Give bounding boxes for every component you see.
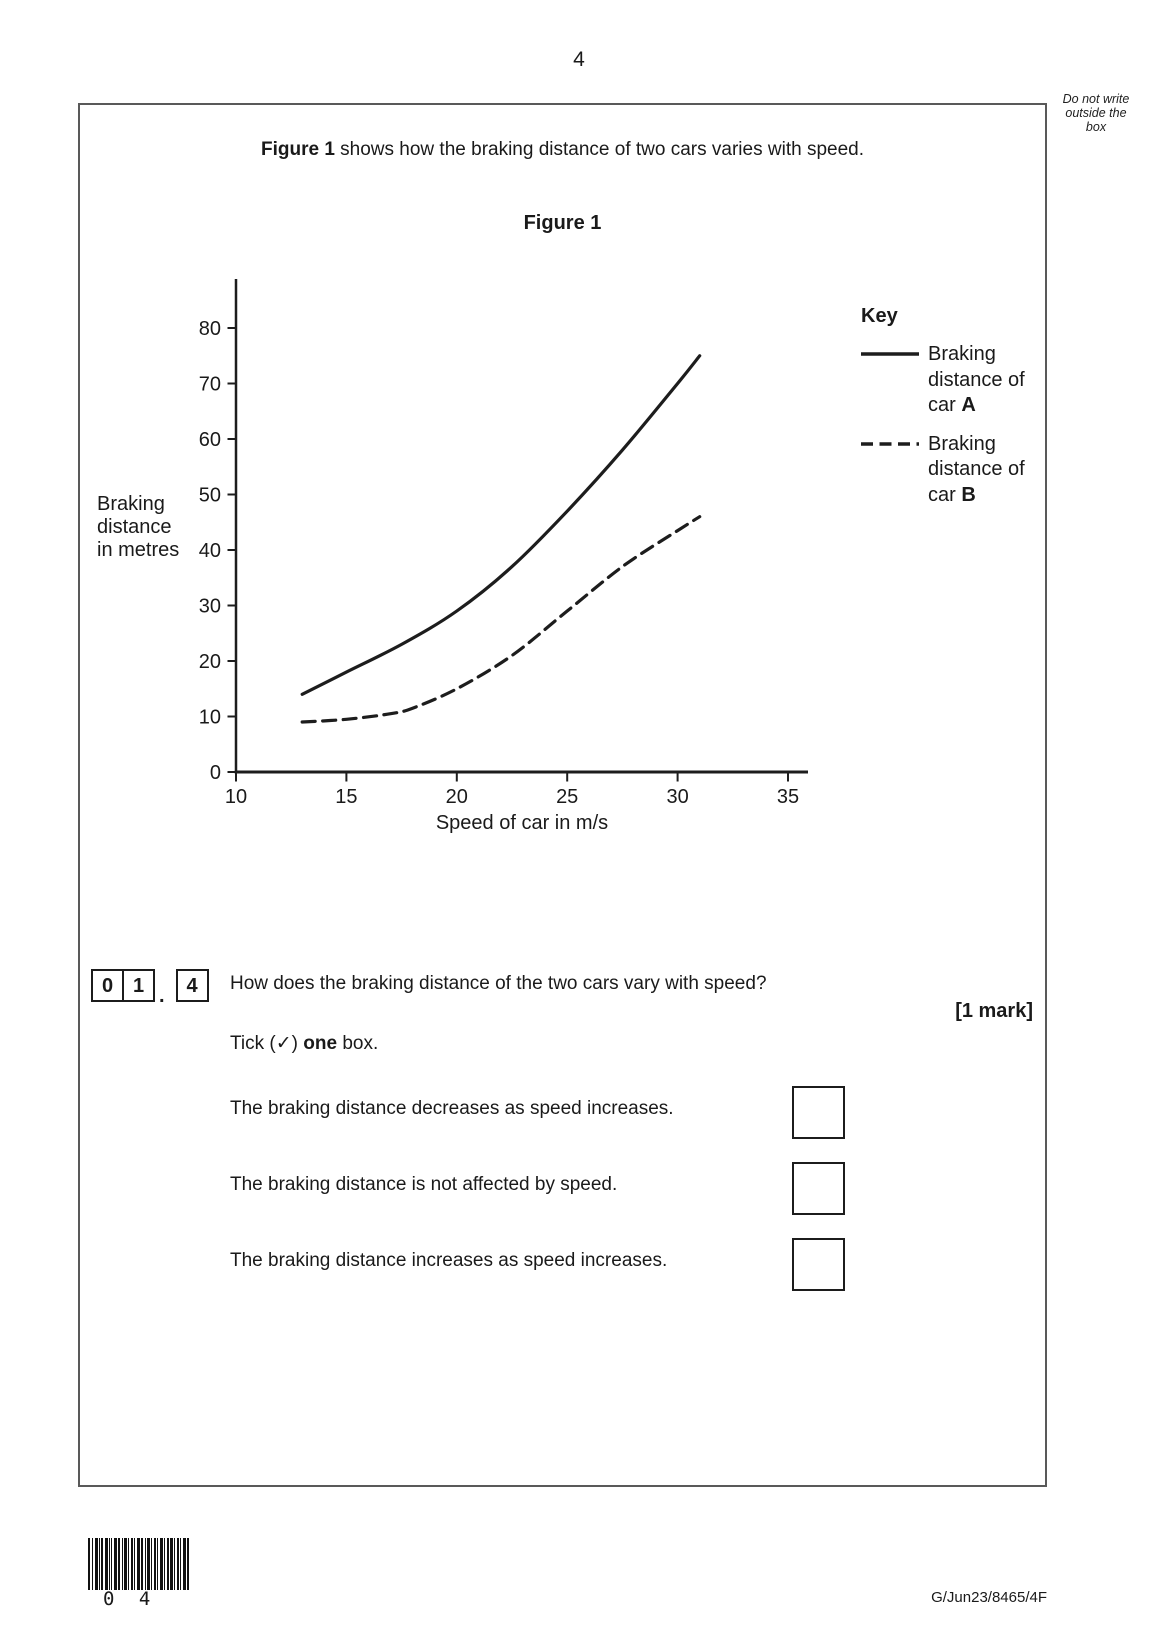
figure-title: Figure 1	[523, 212, 602, 234]
svg-text:20: 20	[199, 651, 221, 673]
question-subnumber-box: 4	[175, 969, 209, 1002]
svg-text:10: 10	[199, 707, 221, 729]
question-box: Figure 1 shows how the braking distance …	[78, 103, 1047, 1487]
intro-text: Figure 1 shows how the braking distance …	[260, 139, 864, 160]
barcode	[88, 1538, 189, 1590]
svg-text:0: 0	[210, 762, 221, 784]
option-label-1: The braking distance decreases as speed …	[230, 1098, 674, 1119]
svg-text:15: 15	[335, 786, 357, 808]
answer-checkbox-1[interactable]	[792, 1086, 845, 1139]
curve-car-a	[300, 354, 702, 696]
page-number: 4	[573, 48, 585, 71]
margin-note: Do not write outside the box	[1062, 92, 1130, 134]
dashed-line-swatch-icon	[861, 441, 919, 446]
x-axis-label: Speed of car in m/s	[436, 812, 608, 834]
answer-checkbox-3[interactable]	[792, 1238, 845, 1291]
option-label-2: The braking distance is not affected by …	[230, 1174, 618, 1195]
legend-label-car-a: Braking distance of car A	[928, 343, 1025, 416]
question-number-box-1: 1	[122, 969, 155, 1002]
svg-text:10: 10	[225, 786, 247, 808]
tick-instruction: Tick (✓) one box.	[230, 1033, 379, 1054]
svg-text:35: 35	[777, 786, 799, 808]
marks-badge: [1 mark]	[955, 1000, 1033, 1022]
svg-text:80: 80	[199, 318, 221, 340]
y-axis-label-line2: distance	[97, 516, 172, 538]
paper-reference-code: G/Jun23/8465/4F	[931, 1589, 1047, 1606]
legend-label-car-b: Braking distance of car B	[928, 432, 1025, 506]
svg-text:60: 60	[199, 429, 221, 451]
y-axis-label-line1: Braking	[97, 493, 165, 515]
solid-line-swatch-icon	[861, 352, 919, 356]
y-axis-label-line3: in metres	[97, 539, 179, 561]
legend-item-car-a: Braking distance of car A	[861, 342, 1046, 419]
chart-legend: Key Braking distance of car A Braking di…	[861, 305, 1046, 521]
svg-text:50: 50	[199, 485, 221, 507]
svg-text:70: 70	[199, 374, 221, 396]
intro-figure-ref: Figure 1	[260, 139, 335, 160]
barcode-digits: 0 4	[103, 1588, 151, 1610]
legend-title: Key	[861, 305, 898, 327]
tick-glyph-icon: ✓	[275, 1033, 292, 1054]
question-number-box-0: 0	[91, 969, 124, 1002]
svg-text:30: 30	[666, 786, 688, 808]
svg-text:40: 40	[199, 540, 221, 562]
answer-checkbox-2[interactable]	[792, 1162, 845, 1215]
question-text: How does the braking distance of the two…	[230, 973, 767, 994]
svg-text:30: 30	[199, 596, 221, 618]
question-number-separator: .	[159, 985, 165, 1007]
svg-text:20: 20	[446, 786, 468, 808]
curve-car-b	[300, 515, 702, 724]
legend-item-car-b: Braking distance of car B	[861, 432, 1046, 509]
svg-text:25: 25	[556, 786, 578, 808]
question-number: 0 1 . 4	[91, 969, 209, 1007]
option-label-3: The braking distance increases as speed …	[230, 1250, 668, 1271]
